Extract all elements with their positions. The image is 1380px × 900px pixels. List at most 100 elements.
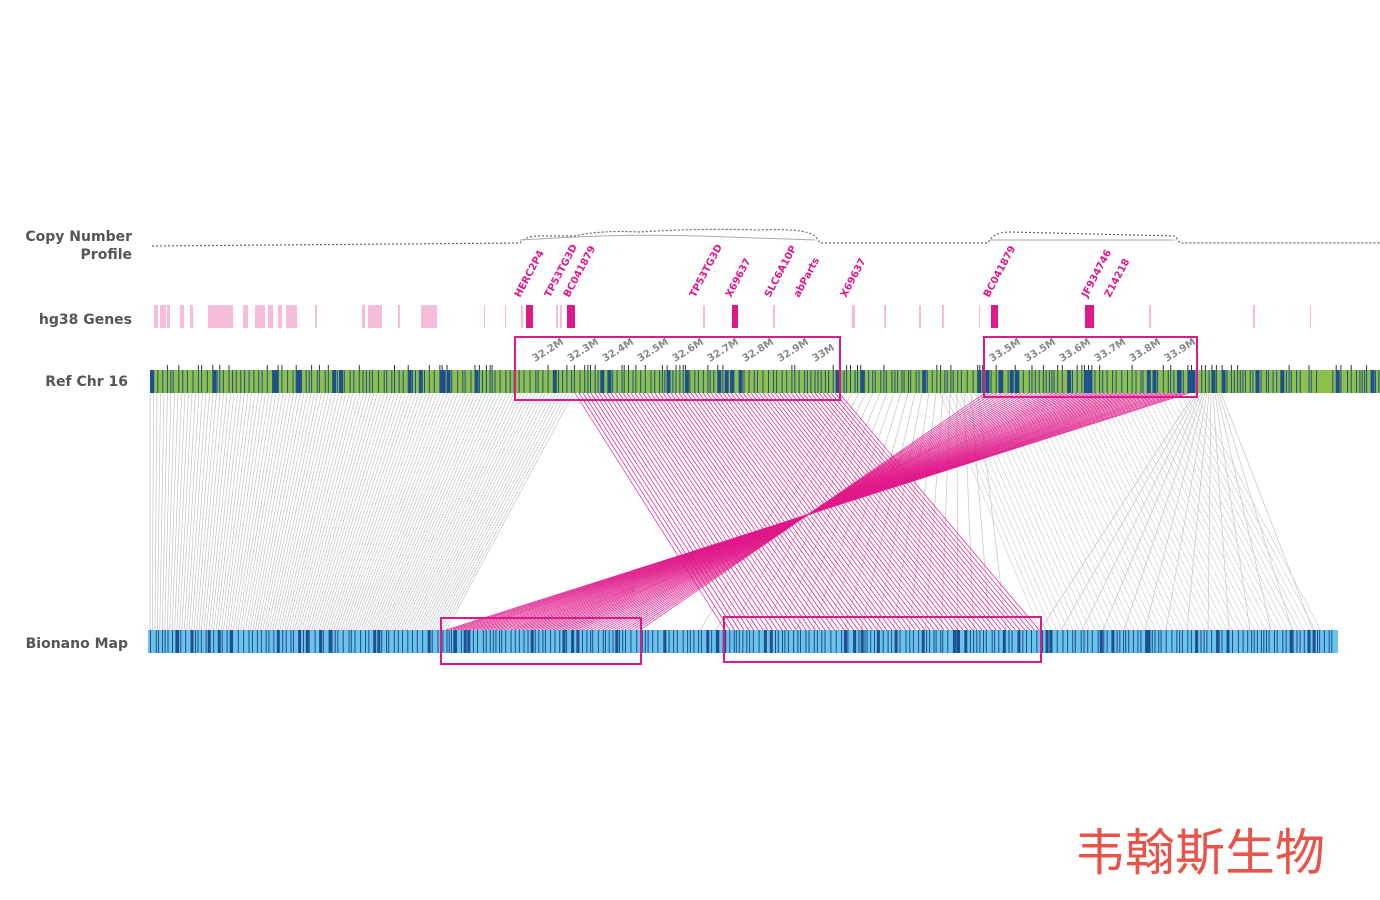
ref-label	[391, 370, 393, 393]
ref-label	[1364, 370, 1366, 393]
bionano-label	[260, 630, 262, 653]
bionano-label	[1165, 630, 1167, 653]
bionano-label	[422, 630, 424, 653]
alignment	[959, 392, 1063, 631]
ref-tick	[635, 365, 637, 370]
ref-label	[424, 370, 425, 393]
alignment	[1220, 392, 1314, 631]
highlight-boxes	[440, 336, 1198, 665]
bionano-label	[847, 630, 849, 653]
bionano-label	[1226, 630, 1230, 653]
bionano-label	[232, 630, 234, 653]
alignment	[345, 392, 431, 631]
bionano-label	[824, 630, 826, 653]
bionano-label	[959, 630, 960, 653]
alignment	[646, 392, 811, 631]
ref-label	[654, 370, 656, 393]
alignment	[738, 392, 921, 631]
ref-tick	[394, 365, 395, 370]
bionano-label	[1083, 630, 1085, 653]
alignment	[362, 392, 455, 631]
alignment	[269, 392, 322, 631]
alignment	[357, 392, 448, 631]
ref-label	[794, 370, 796, 393]
bionano-label	[1080, 630, 1082, 653]
ref-tick	[197, 365, 199, 370]
ref-tick	[228, 365, 230, 370]
bionano-label	[538, 630, 540, 653]
ref-tick	[995, 365, 997, 370]
bionano-label	[1106, 630, 1108, 653]
alignment	[208, 392, 235, 631]
ref-label	[1356, 370, 1357, 393]
alignment	[1054, 392, 1167, 631]
ref-label	[679, 370, 681, 393]
bionano-label	[969, 630, 971, 653]
ref-label	[773, 370, 774, 393]
gene-bar	[556, 305, 558, 328]
ref-label	[1057, 370, 1059, 393]
alignment	[284, 392, 343, 631]
alignment	[698, 392, 873, 631]
ref-label	[535, 370, 537, 393]
bionano-label	[835, 630, 837, 653]
ref-label	[1290, 370, 1292, 393]
alignment	[956, 392, 958, 631]
alignment	[426, 392, 546, 631]
bionano-label	[489, 630, 491, 653]
ref-label	[1167, 370, 1169, 393]
bionano-label	[1062, 630, 1064, 653]
bionano-label	[652, 630, 654, 653]
alignment	[308, 392, 378, 631]
ref-label	[485, 370, 487, 393]
ref-label	[235, 370, 237, 393]
ref-label	[1378, 370, 1380, 393]
ref-label	[571, 370, 573, 393]
alignment	[355, 392, 445, 631]
ref-label	[666, 370, 671, 393]
ref-label	[428, 370, 430, 393]
ref-tick	[1221, 365, 1223, 370]
ref-label	[1088, 370, 1092, 393]
ref-tick	[1042, 365, 1044, 370]
ref-label	[244, 370, 246, 393]
ref-tick	[295, 365, 297, 370]
bionano-label	[251, 630, 253, 653]
ref-tick	[1335, 365, 1337, 370]
ref-label	[1316, 370, 1317, 393]
ref-label	[697, 370, 699, 393]
bionano-label	[1247, 630, 1249, 653]
bionano-label	[718, 630, 720, 653]
ref-label	[1375, 370, 1376, 393]
ref-tick	[1091, 365, 1093, 370]
bionano-label	[805, 630, 807, 653]
bionano-label	[1317, 630, 1318, 653]
ref-label	[1091, 370, 1093, 393]
ref-label	[1173, 370, 1175, 393]
alignment	[1164, 392, 1288, 631]
bionano-label	[797, 630, 799, 653]
alignment	[174, 392, 186, 631]
ref-label	[219, 370, 221, 393]
bionano-label	[1132, 630, 1134, 653]
ref-label	[594, 370, 596, 393]
alignment	[323, 392, 399, 631]
bionano-label	[1137, 630, 1139, 653]
ref-label	[1265, 370, 1267, 393]
ref-tick	[950, 365, 952, 370]
bionano-label	[499, 630, 500, 653]
bionano-label	[929, 630, 931, 653]
ref-tick	[178, 365, 180, 370]
ref-tick	[441, 365, 443, 370]
ref-label	[1135, 370, 1137, 393]
bionano-label	[1103, 630, 1105, 653]
ref-label	[661, 370, 663, 393]
alignment	[1049, 392, 1162, 631]
bionano-label	[1045, 630, 1049, 653]
bionano-label	[1147, 630, 1151, 653]
alignment	[1129, 392, 1250, 631]
bionano-label	[446, 630, 448, 653]
alignment	[311, 392, 382, 631]
ref-label	[883, 370, 885, 393]
ref-label	[537, 370, 539, 393]
